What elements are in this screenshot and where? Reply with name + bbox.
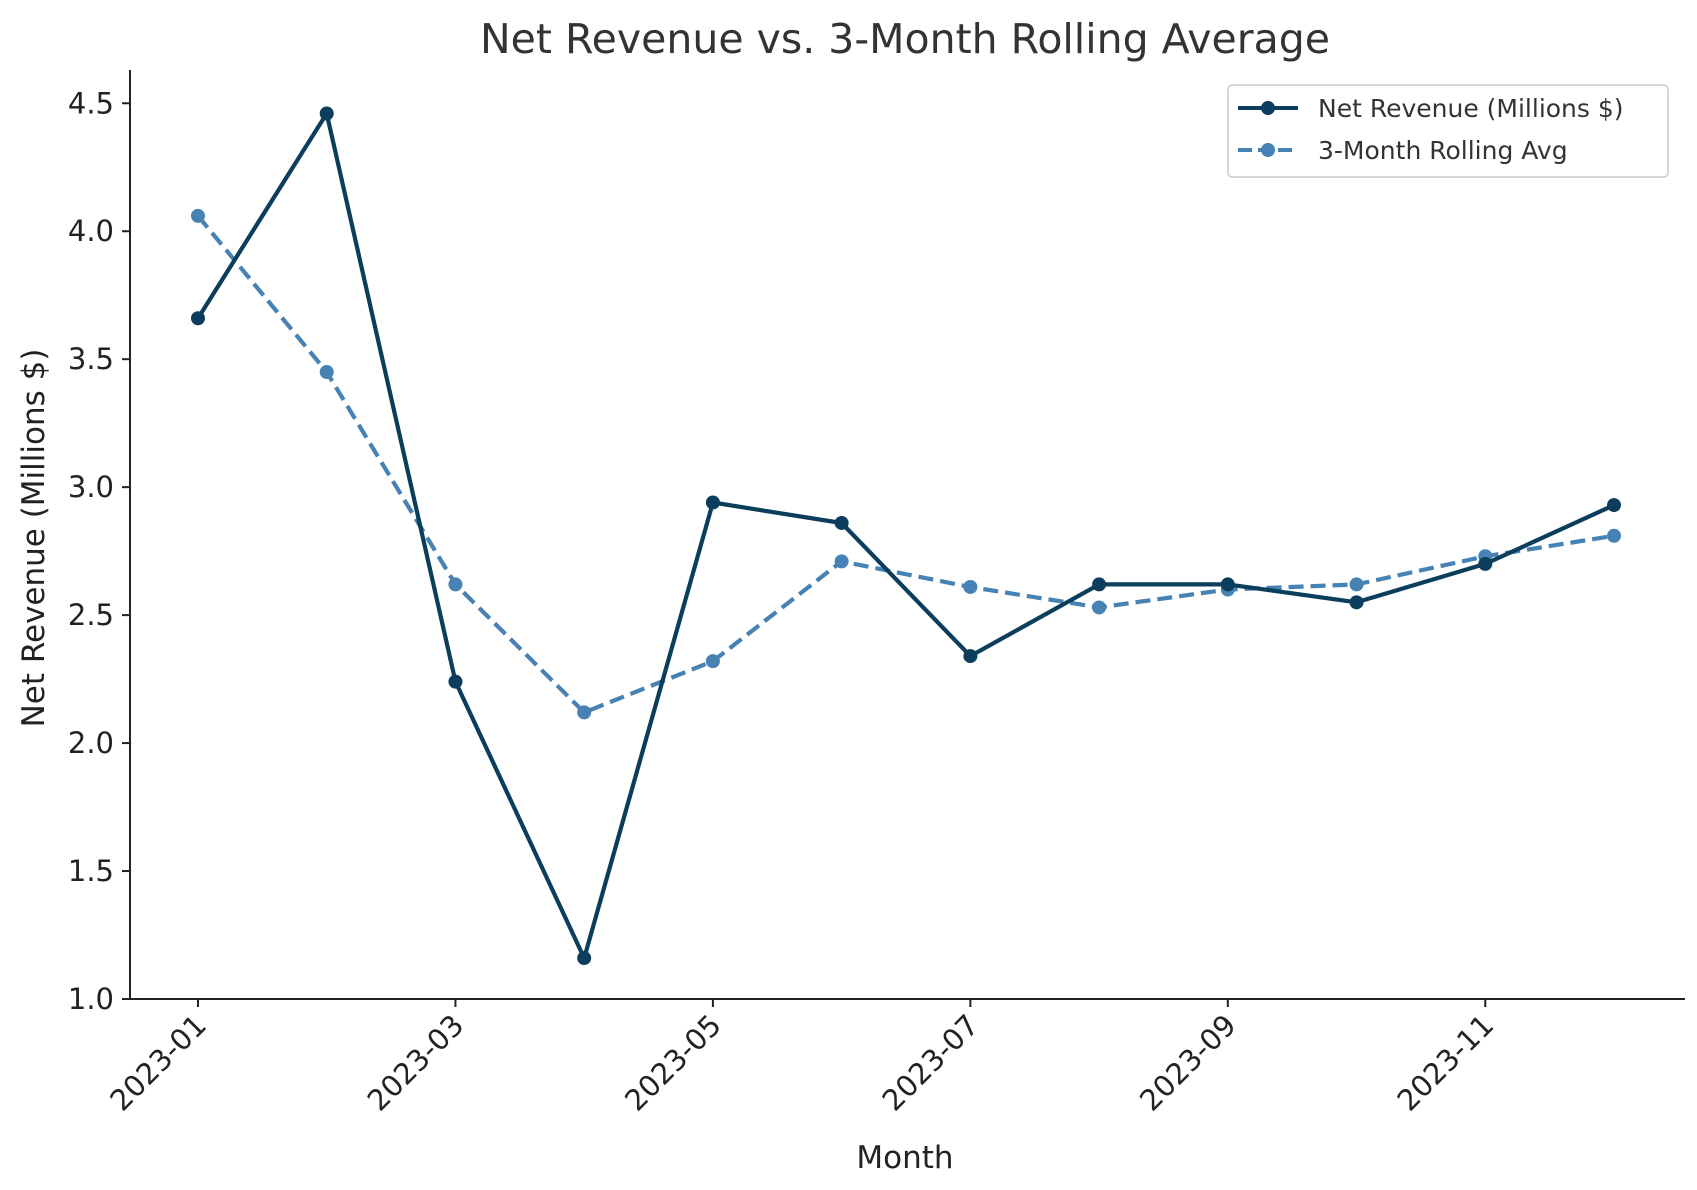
y-tick-label-4.5: 4.5 — [68, 86, 114, 120]
point-net-revenue-2023-04 — [577, 951, 592, 966]
x-tick-label-2023-01: 2023-01 — [103, 1008, 213, 1118]
x-tick-label-2023-09: 2023-09 — [1133, 1008, 1243, 1118]
legend-label-rolling-avg: 3-Month Rolling Avg — [1318, 136, 1568, 165]
y-tick-label-3.5: 3.5 — [68, 342, 114, 376]
point-net-revenue-2023-01 — [191, 311, 205, 326]
y-tick-label-3.0: 3.0 — [68, 470, 114, 504]
y-tick-label-1.0: 1.0 — [68, 982, 114, 1016]
y-tick-label-2.5: 2.5 — [68, 598, 114, 632]
series-layer — [191, 106, 1621, 966]
legend-box — [1227, 84, 1669, 178]
y-axis-label: Net Revenue (Millions $) — [16, 349, 52, 728]
y-tick-label-1.5: 1.5 — [68, 854, 114, 888]
point-rolling-avg-2023-01 — [191, 208, 205, 223]
point-net-revenue-2023-07 — [963, 649, 978, 664]
chart-title: Net Revenue vs. 3-Month Rolling Average — [480, 15, 1330, 63]
series-line-rolling-avg — [196, 214, 1615, 715]
point-net-revenue-2023-12 — [1607, 498, 1621, 513]
point-net-revenue-2023-09 — [1220, 577, 1235, 592]
x-tick-label-2023-11: 2023-11 — [1390, 1008, 1500, 1118]
point-rolling-avg-2023-06 — [834, 554, 849, 569]
y-ticks: 1.0 1.5 2.0 2.5 3.0 3.5 4.0 4.5 — [68, 86, 130, 1016]
point-rolling-avg-2023-10 — [1349, 577, 1364, 592]
point-net-revenue-2023-10 — [1349, 595, 1364, 610]
point-net-revenue-2023-02 — [319, 106, 334, 121]
legend: Net Revenue (Millions $) 3-Month Rolling… — [1227, 84, 1669, 178]
point-net-revenue-2023-11 — [1478, 556, 1493, 571]
legend-label-net-revenue: Net Revenue (Millions $) — [1318, 94, 1624, 123]
point-rolling-avg-2023-12 — [1607, 528, 1621, 543]
x-tick-label-2023-03: 2023-03 — [361, 1008, 471, 1118]
x-ticks: 2023-01 2023-03 2023-05 2023-07 2023-09 2023-… — [103, 999, 1500, 1118]
legend-marker-net-revenue — [1261, 101, 1275, 115]
point-rolling-avg-2023-03 — [448, 577, 463, 592]
y-tick-label-4.0: 4.0 — [68, 214, 114, 248]
axes — [129, 70, 1685, 1000]
x-axis-label: Month — [856, 1140, 953, 1176]
y-tick-label-2.0: 2.0 — [68, 726, 114, 760]
point-rolling-avg-2023-05 — [705, 654, 720, 669]
point-rolling-avg-2023-04 — [577, 705, 592, 720]
x-tick-label-2023-07: 2023-07 — [876, 1008, 986, 1118]
point-net-revenue-2023-08 — [1092, 577, 1107, 592]
point-rolling-avg-2023-08 — [1092, 600, 1107, 615]
point-rolling-avg-2023-02 — [319, 364, 334, 379]
point-net-revenue-2023-06 — [834, 515, 849, 530]
legend-marker-rolling-avg — [1261, 143, 1275, 157]
point-rolling-avg-2023-07 — [963, 579, 978, 594]
point-net-revenue-2023-05 — [705, 495, 720, 510]
point-net-revenue-2023-03 — [448, 674, 463, 689]
x-tick-label-2023-05: 2023-05 — [618, 1008, 728, 1118]
series-line-net-revenue — [196, 111, 1615, 961]
